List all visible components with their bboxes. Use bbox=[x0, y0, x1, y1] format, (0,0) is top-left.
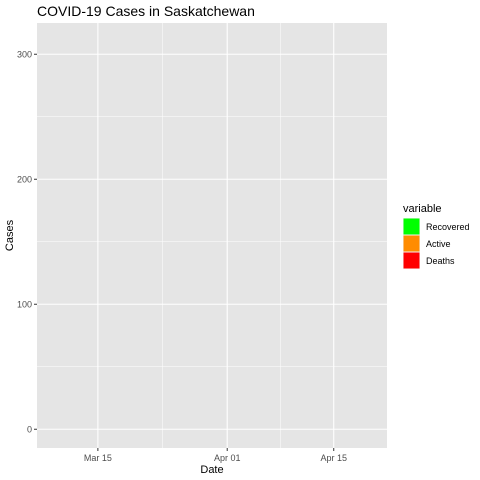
y-tick-label: 300 bbox=[17, 49, 32, 59]
x-axis: Mar 15 Apr 01 Apr 15 bbox=[84, 448, 347, 463]
legend-label: Deaths bbox=[426, 256, 455, 266]
x-tick-label: Apr 15 bbox=[320, 453, 347, 463]
legend-title: variable bbox=[403, 203, 442, 215]
y-tick-label: 0 bbox=[27, 424, 32, 434]
plot-panel bbox=[37, 23, 387, 448]
legend-item: Recovered bbox=[403, 218, 470, 235]
x-axis-title: Date bbox=[200, 464, 223, 476]
legend-label: Active bbox=[426, 239, 451, 249]
major-gridlines bbox=[37, 23, 387, 448]
x-tick-label: Mar 15 bbox=[84, 453, 112, 463]
legend-swatch bbox=[403, 235, 420, 252]
chart-title: COVID-19 Cases in Saskatchewan bbox=[37, 3, 255, 19]
y-axis: 0 100 200 300 bbox=[17, 49, 37, 434]
y-tick-label: 100 bbox=[17, 299, 32, 309]
legend-swatch bbox=[403, 252, 420, 269]
y-axis-title: Cases bbox=[4, 219, 16, 251]
legend: variable Recovered Active Deaths bbox=[403, 203, 470, 269]
x-tick-label: Apr 01 bbox=[214, 453, 241, 463]
y-tick-label: 200 bbox=[17, 174, 32, 184]
legend-item: Deaths bbox=[403, 252, 455, 269]
legend-swatch bbox=[403, 218, 420, 235]
minor-gridlines bbox=[37, 23, 387, 448]
legend-item: Active bbox=[403, 235, 451, 252]
legend-label: Recovered bbox=[426, 222, 470, 232]
